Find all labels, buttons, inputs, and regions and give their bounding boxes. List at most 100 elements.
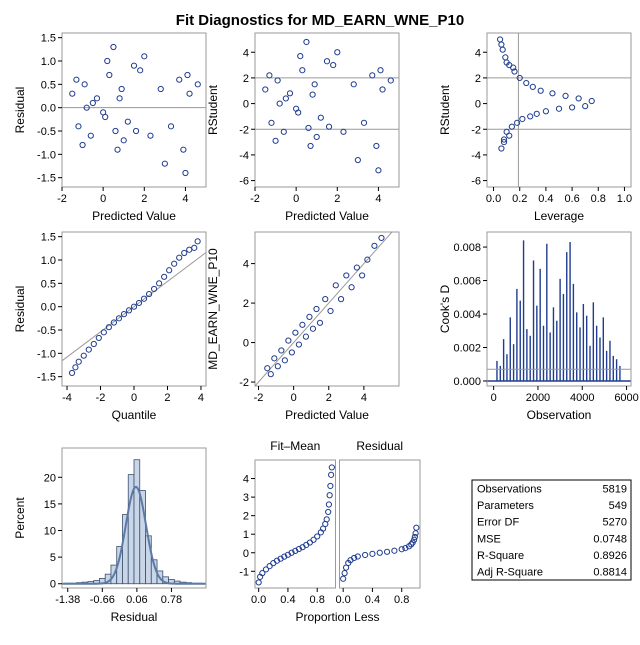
rstudent-vs-predicted-point <box>276 100 283 107</box>
residual-qq-x-axis-label: Quantile <box>112 408 157 422</box>
observed-vs-predicted-point <box>327 307 334 315</box>
residual-histogram-panel: -1.38 -0.66 0.06 0.78 0 5 10 15 20 Residual Percen… <box>13 447 207 624</box>
fit-statistics-row-value: 5819 <box>603 483 627 495</box>
residual-qq-point <box>194 238 201 245</box>
rstudent-vs-predicted-x-tick-label: -2 <box>250 193 260 205</box>
residual-qq-point <box>166 267 173 274</box>
cooks-d-y-tick-label: 0.002 <box>453 343 481 355</box>
observed-vs-predicted-point <box>378 234 385 242</box>
residual-vs-predicted-y-tick-label: 0.0 <box>41 103 56 115</box>
fit-statistics-row-label: Observations <box>477 483 542 495</box>
residual-vs-predicted-point <box>186 90 193 97</box>
rstudent-vs-leverage-point <box>496 36 504 43</box>
residual-qq-point <box>135 299 143 307</box>
observed-vs-predicted-plot-frame <box>254 231 400 387</box>
residual-vs-predicted-x-tick-label: 0 <box>100 193 106 205</box>
observed-vs-predicted-point <box>371 242 378 249</box>
fit-mean-residual-spread-residual-point <box>398 546 405 553</box>
rstudent-vs-leverage-point <box>568 104 576 111</box>
rstudent-vs-predicted-point <box>305 124 312 132</box>
observed-vs-predicted-point <box>337 296 345 303</box>
fit-mean-residual-spread-fit-mean-point <box>266 563 273 570</box>
rstudent-vs-predicted-point <box>323 58 331 65</box>
cooks-d-plot-frame <box>486 231 632 387</box>
rstudent-vs-leverage-y-tick-label: 2 <box>475 73 481 85</box>
residual-vs-predicted-point <box>112 127 119 135</box>
residual-vs-predicted-point <box>87 132 94 139</box>
residual-vs-predicted-y-tick-label: -0.5 <box>37 126 56 138</box>
fit-mean-residual-spread-residual-point <box>351 554 358 562</box>
observed-vs-predicted-point <box>306 313 313 320</box>
observed-vs-predicted-point <box>278 347 285 354</box>
fit-statistics-table-border <box>471 479 632 581</box>
rstudent-vs-leverage-point <box>555 105 563 112</box>
observed-vs-predicted-point <box>332 282 339 289</box>
figure-title: Fit Diagnostics for MD_EARN_WNE_P10 <box>176 12 464 29</box>
residual-vs-predicted-point <box>184 71 191 79</box>
observed-vs-predicted-y-axis-label: MD_EARN_WNE_P10 <box>206 248 220 370</box>
residual-qq-point <box>90 340 97 348</box>
rstudent-vs-predicted-x-tick-label: 0 <box>293 193 299 205</box>
residual-qq-y-tick-label: -1.0 <box>37 348 56 360</box>
rstudent-vs-predicted-point <box>375 167 382 174</box>
fit-mean-residual-spread-fit-mean-point <box>325 508 332 516</box>
rstudent-vs-predicted-point <box>266 72 273 79</box>
rstudent-vs-predicted-point <box>282 95 289 102</box>
rstudent-vs-predicted-point <box>360 119 368 126</box>
rstudent-vs-predicted-x-tick-label: 2 <box>334 193 340 205</box>
residual-qq-x-tick-label: -4 <box>62 392 72 404</box>
rstudent-vs-predicted-point <box>325 123 333 130</box>
residual-histogram-plot-area <box>62 459 206 585</box>
rstudent-vs-leverage-y-tick-label: -4 <box>471 150 481 162</box>
rstudent-vs-predicted-point <box>297 53 304 60</box>
rstudent-vs-leverage-point <box>500 136 508 143</box>
fit-statistics-row-label: MSE <box>477 533 501 545</box>
observed-vs-predicted-x-tick-label: 0 <box>291 392 297 404</box>
observed-vs-predicted-point <box>322 296 329 303</box>
fit-statistics-table: Observations 5819 Parameters 549 Error DF 527… <box>471 479 632 581</box>
fit-mean-residual-spread-fit-mean-point <box>288 549 295 556</box>
observed-vs-predicted-x-axis-label: Predicted Value <box>285 408 369 422</box>
observed-vs-predicted-point <box>271 355 278 362</box>
fit-mean-residual-spread-residual-header: Residual <box>356 439 403 453</box>
residual-qq-point <box>105 324 112 331</box>
rstudent-vs-leverage-point <box>502 54 509 61</box>
fit-mean-residual-spread-fit-mean-plot-area <box>255 464 335 586</box>
residual-vs-predicted-point <box>118 85 125 93</box>
observed-vs-predicted-point <box>309 325 317 332</box>
rstudent-vs-predicted-point <box>286 90 294 97</box>
residual-qq-y-tick-label: -0.5 <box>37 325 56 337</box>
residual-qq-point <box>150 285 158 293</box>
observed-vs-predicted-point <box>364 256 371 263</box>
residual-qq-x-tick-label: 0 <box>131 392 137 404</box>
residual-qq-point <box>176 254 183 261</box>
rstudent-vs-predicted-point <box>317 114 324 121</box>
fit-mean-residual-spread-fit-mean-x-tick-label: 0.4 <box>280 594 295 606</box>
rstudent-vs-leverage-point <box>562 92 569 99</box>
fit-mean-residual-spread-residual-point <box>408 541 415 548</box>
residual-vs-predicted-point <box>89 99 96 107</box>
rstudent-vs-predicted-y-tick-label: -2 <box>239 124 249 136</box>
fit-mean-residual-spread-residual-plot-frame <box>339 459 421 589</box>
residual-vs-predicted-plot-frame <box>61 32 207 188</box>
fit-mean-residual-spread-panel: Fit–Mean 0.0 0.4 0.8 Residual 0.0 0.4 0.8 -1 0 1 2 3… <box>239 439 421 624</box>
rstudent-vs-leverage-point <box>537 87 544 94</box>
observed-vs-predicted-x-tick-label: -2 <box>254 392 264 404</box>
observed-vs-predicted-point <box>288 349 295 356</box>
observed-vs-predicted-point <box>274 363 281 370</box>
residual-histogram-x-tick-label: 0.78 <box>161 594 182 606</box>
observed-vs-predicted-panel: -2 0 2 4 -2 0 2 4 Predicted Value MD_EARN_WNE_P10 <box>206 231 400 422</box>
rstudent-vs-predicted-point <box>274 77 281 84</box>
rstudent-vs-leverage-point <box>542 108 550 115</box>
residual-vs-predicted-point <box>106 71 113 79</box>
fit-mean-residual-spread-fit-mean-point <box>327 482 334 490</box>
fit-mean-residual-spread-y-tick-label: 2 <box>243 511 249 523</box>
fit-mean-residual-spread-fit-mean-header: Fit–Mean <box>270 439 320 453</box>
residual-qq-point <box>161 273 168 280</box>
fit-statistics-row-value: 549 <box>609 500 627 512</box>
rstudent-vs-leverage-point <box>498 41 505 48</box>
residual-qq-point <box>171 260 178 267</box>
fit-statistics-row-value: 0.8926 <box>593 550 627 562</box>
residual-qq-point <box>75 358 82 365</box>
residual-qq-point <box>72 364 79 371</box>
